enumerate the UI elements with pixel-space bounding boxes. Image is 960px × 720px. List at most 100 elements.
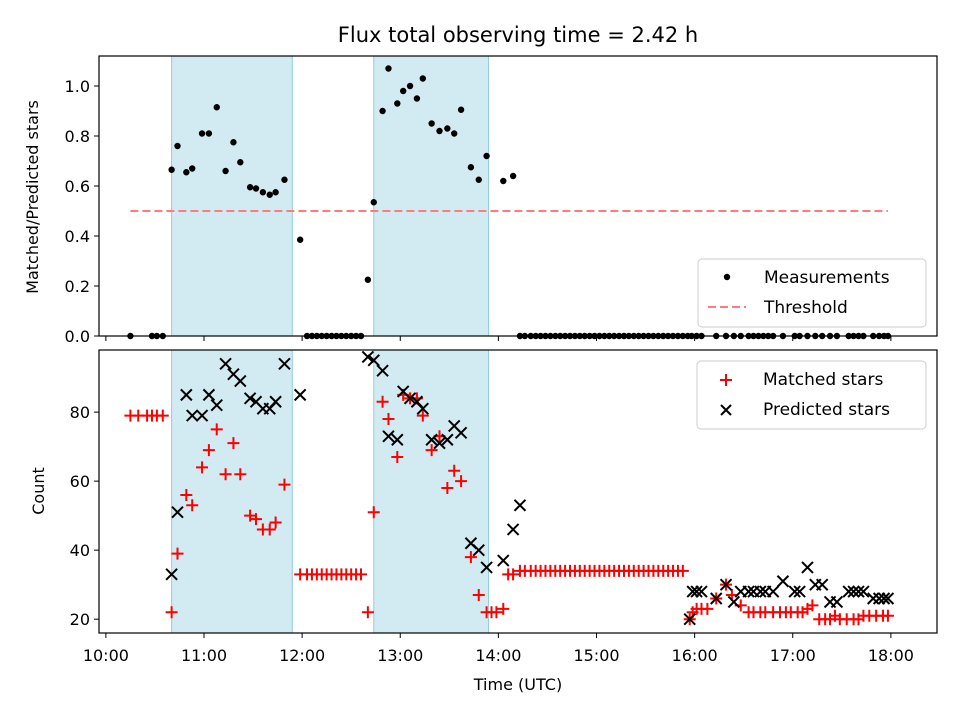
measurement-point — [413, 95, 421, 102]
predicted-star-point — [506, 523, 520, 536]
predicted-star-point — [857, 585, 870, 598]
predicted-star-point — [382, 430, 395, 443]
measurement-point — [205, 130, 213, 137]
predicted-star-point — [433, 436, 446, 450]
matched-star-point — [382, 413, 395, 426]
predicted-star-point — [683, 612, 696, 626]
predicted-star-point — [480, 561, 493, 574]
predicted-star-point — [690, 585, 703, 598]
matched-star-point — [676, 564, 689, 577]
measurement-point — [457, 106, 465, 113]
matched-star-point — [171, 547, 184, 560]
predicted-star-point — [881, 592, 895, 605]
predicted-star-point — [361, 350, 375, 364]
measurement-point — [451, 130, 458, 137]
y-tick-label: 0.2 — [65, 277, 90, 296]
measurement-point — [189, 165, 196, 172]
measurement-point — [385, 65, 392, 72]
y-tick-label: 0.6 — [65, 177, 90, 196]
predicted-star-point — [830, 595, 844, 609]
predicted-star-point — [441, 433, 454, 446]
measurement-point — [246, 184, 254, 191]
x-tick-label: 18:00 — [868, 646, 914, 665]
matched-star-point — [425, 444, 438, 457]
ratio-panel: 0.0 0.2 0.4 0.6 0.8 1.0 Matched/Predicted sta… — [23, 55, 938, 346]
measurement-point — [259, 189, 267, 196]
legend-box — [697, 258, 927, 328]
matched-star-point — [490, 606, 503, 619]
predicted-star-point — [742, 585, 755, 598]
matched-star-point — [250, 513, 263, 526]
predicted-star-point — [269, 395, 282, 408]
predicted-star-point — [202, 388, 216, 402]
predicted-star-point — [695, 585, 708, 598]
legend-label-measurements: Measurements — [764, 268, 890, 288]
measurement-point — [509, 172, 517, 180]
measurement-point — [370, 199, 377, 206]
predicted-star-point — [293, 388, 307, 402]
x-axis-ticks: 10:00 11:00 12:00 13:00 14:00 15:00 16:00 17:00… — [83, 633, 914, 665]
matched-star-point — [354, 568, 367, 581]
predicted-star-point — [847, 585, 860, 598]
y-tick-label: 40 — [70, 541, 90, 560]
predicted-star-point — [497, 554, 510, 567]
predicted-star-point — [243, 392, 257, 405]
predicted-star-point — [186, 409, 199, 422]
legend-box — [696, 360, 927, 430]
matched-star-point — [156, 409, 169, 422]
predicted-star-point — [815, 578, 829, 591]
legend: Measurements Threshold — [697, 258, 927, 328]
y-tick-label: 60 — [70, 472, 90, 491]
predicted-star-point — [210, 399, 223, 412]
measurement-point — [364, 276, 372, 283]
predicted-star-point — [171, 505, 184, 519]
y-tick-label: 0.8 — [65, 127, 90, 146]
predicted-star-point — [842, 585, 855, 598]
predicted-stars-points — [165, 350, 895, 626]
matched-star-point — [263, 523, 276, 536]
predicted-star-point — [710, 592, 723, 605]
measurement-point — [183, 169, 190, 176]
y-tick-label: 1.0 — [65, 77, 90, 96]
x-tick-label: 11:00 — [181, 646, 227, 665]
legend-label-matched: Matched stars — [763, 370, 883, 390]
matched-star-point — [202, 444, 215, 457]
matched-star-point — [180, 488, 193, 501]
y-axis-ticks: 0.0 0.2 0.4 0.6 0.8 1.0 — [65, 77, 99, 346]
y-tick-label: 20 — [70, 610, 90, 629]
matched-star-point — [227, 437, 240, 450]
x-tick-label: 17:00 — [770, 646, 816, 665]
legend-marker-predicted — [720, 404, 732, 416]
matched-star-point — [464, 551, 477, 564]
matched-star-point — [376, 395, 389, 408]
observing-interval — [373, 349, 490, 634]
legend-marker-matched — [720, 374, 732, 386]
y-axis-label: Matched/Predicted stars — [23, 100, 42, 294]
measurement-point — [394, 100, 401, 107]
predicted-star-point — [472, 543, 485, 557]
predicted-star-point — [776, 575, 790, 588]
predicted-star-point — [416, 402, 430, 415]
shaded-intervals — [171, 55, 490, 337]
predicted-star-point — [727, 595, 741, 609]
measurement-point — [281, 176, 288, 183]
y-tick-label: 0.0 — [65, 327, 90, 346]
matched-star-point — [448, 464, 461, 477]
measurement-point — [419, 75, 427, 82]
predicted-star-point — [766, 585, 780, 598]
measurement-point — [252, 185, 260, 192]
x-tick-label: 14:00 — [475, 646, 521, 665]
y-tick-label: 0.4 — [65, 227, 90, 246]
predicted-star-point — [219, 357, 232, 371]
measurement-point — [272, 189, 279, 196]
predicted-star-point — [180, 388, 193, 402]
matched-star-point — [455, 475, 468, 488]
predicted-star-point — [877, 592, 891, 605]
measurement-point — [296, 236, 304, 243]
predicted-star-point — [425, 433, 438, 446]
x-tick-label: 15:00 — [573, 646, 619, 665]
measurement-point — [467, 164, 475, 171]
y-tick-label: 80 — [70, 403, 90, 422]
x-tick-label: 16:00 — [672, 646, 718, 665]
